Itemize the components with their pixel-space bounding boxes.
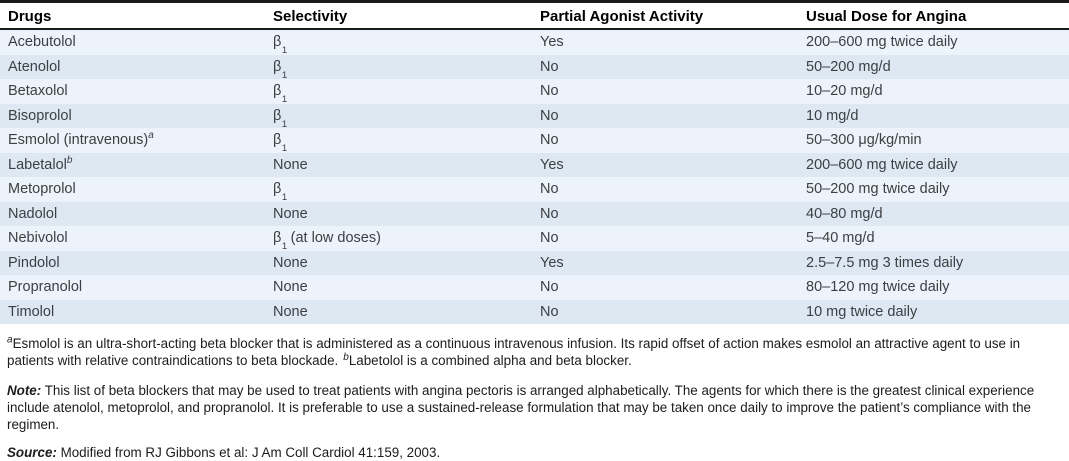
table-row: Bisoprolol β1 No 10 mg/d (0, 103, 1069, 128)
dose-cell: 40–80 mg/d (806, 205, 883, 222)
table-row: Nebivolol β1 (at low doses) No 5–40 mg/d (0, 226, 1069, 251)
drug-cell: Labetalolb (8, 154, 73, 173)
column-header-partial-agonist-activity: Partial Agonist Activity (532, 1, 798, 30)
paa-cell: Yes (540, 156, 564, 173)
selectivity-cell: β1 (273, 107, 288, 128)
dose-cell: 50–200 mg twice daily (806, 181, 950, 198)
source-text: Modified from RJ Gibbons et al: J Am Col… (56, 445, 441, 460)
note-label: Note: (7, 383, 42, 398)
source-paragraph: Source: Modified from RJ Gibbons et al: … (7, 444, 1063, 461)
selectivity-cell: β1 (273, 181, 288, 202)
paa-cell: No (540, 181, 559, 198)
table-notes: aEsmolol is an ultra-short-acting beta b… (0, 335, 1069, 461)
drug-cell: Nadolol (8, 205, 58, 222)
paa-cell: No (540, 132, 559, 149)
dose-cell: 50–200 mg/d (806, 58, 891, 75)
table-row: Acebutolol β1 Yes 200–600 mg twice daily (0, 29, 1069, 55)
footnote-marker: a (148, 130, 154, 142)
drug-cell: Propranolol (8, 279, 83, 296)
footnote-marker: b (66, 154, 73, 166)
selectivity-cell: None (273, 205, 308, 222)
table-row: Betaxolol β1 No 10–20 mg/d (0, 79, 1069, 104)
drug-cell: Acebutolol (8, 34, 76, 51)
dose-cell: 2.5–7.5 mg 3 times daily (806, 254, 964, 271)
selectivity-cell: None (273, 254, 308, 271)
footnote-b-text: Labetolol is a combined alpha and beta b… (348, 353, 632, 368)
note-text: This list of beta blockers that may be u… (7, 383, 1035, 432)
table-row: Pindolol None Yes 2.5–7.5 mg 3 times dai… (0, 250, 1069, 275)
dose-cell: 50–300 μg/kg/min (806, 132, 922, 149)
selectivity-cell: β1 (273, 34, 288, 55)
paa-cell: Yes (540, 34, 564, 51)
table-row: Esmolol (intravenous)a β1 No 50–300 μg/k… (0, 128, 1069, 153)
selectivity-cell: None (273, 156, 308, 173)
dose-cell: 200–600 mg twice daily (806, 34, 958, 51)
table-row: Labetalolb None Yes 200–600 mg twice dai… (0, 152, 1069, 177)
column-header-selectivity: Selectivity (265, 1, 532, 30)
footnote-paragraph: aEsmolol is an ultra-short-acting beta b… (7, 335, 1063, 369)
selectivity-cell: β1 (273, 132, 288, 153)
drug-cell: Atenolol (8, 58, 61, 75)
footnote-a-text: Esmolol is an ultra-short-acting beta bl… (7, 336, 1021, 368)
footnote-b-marker: b (343, 351, 349, 363)
drug-cell: Pindolol (8, 254, 60, 271)
dose-cell: 10 mg/d (806, 107, 859, 124)
selectivity-cell: β1 (273, 58, 288, 79)
column-header-drugs: Drugs (0, 1, 265, 30)
dose-cell: 5–40 mg/d (806, 230, 875, 247)
paa-cell: No (540, 58, 559, 75)
paa-cell: No (540, 279, 559, 296)
drug-cell: Timolol (8, 303, 55, 320)
selectivity-cell: None (273, 303, 308, 320)
dose-cell: 10–20 mg/d (806, 83, 883, 100)
footnote-a-marker: a (7, 334, 13, 346)
paa-cell: No (540, 205, 559, 222)
selectivity-cell: β1 (273, 83, 288, 104)
note-paragraph: Note: This list of beta blockers that ma… (7, 382, 1063, 433)
table-row: Atenolol β1 No 50–200 mg/d (0, 54, 1069, 79)
beta-blocker-table: Drugs Selectivity Partial Agonist Activi… (0, 0, 1069, 324)
drug-cell: Bisoprolol (8, 107, 72, 124)
table-row: Metoprolol β1 No 50–200 mg twice daily (0, 177, 1069, 202)
selectivity-cell: None (273, 279, 308, 296)
dose-cell: 10 mg twice daily (806, 303, 918, 320)
paa-cell: No (540, 303, 559, 320)
paa-cell: No (540, 107, 559, 124)
dose-cell: 80–120 mg twice daily (806, 279, 950, 296)
drug-cell: Esmolol (intravenous)a (8, 130, 154, 149)
column-header-usual-dose: Usual Dose for Angina (798, 1, 1069, 30)
drug-cell: Nebivolol (8, 230, 68, 247)
table-row: Nadolol None No 40–80 mg/d (0, 201, 1069, 226)
paa-cell: Yes (540, 254, 564, 271)
drug-cell: Betaxolol (8, 83, 68, 100)
paa-cell: No (540, 83, 559, 100)
source-label: Source: (7, 445, 57, 460)
paa-cell: No (540, 230, 559, 247)
selectivity-cell: β1 (at low doses) (273, 230, 381, 251)
table-row: Timolol None No 10 mg twice daily (0, 299, 1069, 324)
header-row: Drugs Selectivity Partial Agonist Activi… (0, 1, 1069, 30)
drug-cell: Metoprolol (8, 181, 76, 198)
dose-cell: 200–600 mg twice daily (806, 156, 958, 173)
table-row: Propranolol None No 80–120 mg twice dail… (0, 275, 1069, 300)
